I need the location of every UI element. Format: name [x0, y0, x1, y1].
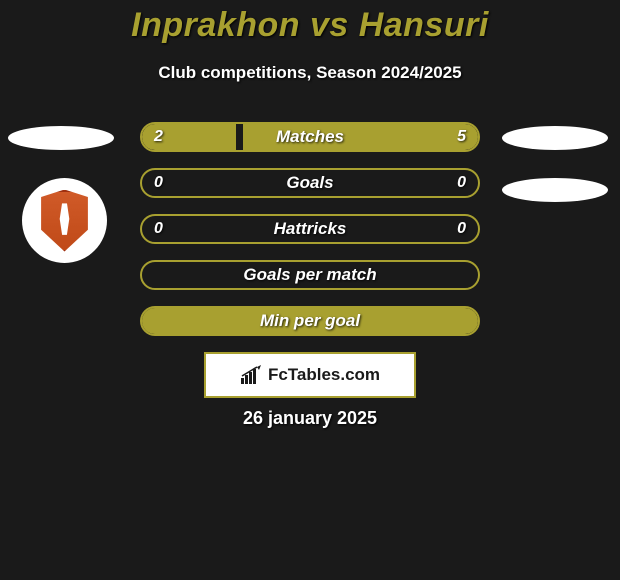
stat-row: Min per goal	[140, 306, 480, 336]
stat-label: Hattricks	[142, 216, 478, 242]
footer-brand-prefix: Fc	[268, 365, 288, 384]
stat-row: 25Matches	[140, 122, 480, 152]
stat-label: Matches	[142, 124, 478, 150]
bar-chart-icon	[240, 365, 264, 385]
stat-row: Goals per match	[140, 260, 480, 290]
shield-icon	[39, 190, 91, 252]
page-title: Inprakhon vs Hansuri	[0, 0, 620, 45]
club-badge-left	[22, 178, 107, 263]
stat-row: 00Hattricks	[140, 214, 480, 244]
footer-brand: FcTables.com	[204, 352, 416, 398]
stats-container: 25Matches 00Goals 00Hattricks Goals per mat…	[140, 122, 480, 352]
stat-label: Goals per match	[142, 262, 478, 288]
date: 26 january 2025	[0, 408, 620, 429]
footer-text: FcTables.com	[268, 365, 380, 385]
footer-brand-suffix: Tables.com	[288, 365, 380, 384]
stat-row: 00Goals	[140, 168, 480, 198]
player-right-placeholder-2	[502, 178, 608, 202]
player-right-placeholder-1	[502, 126, 608, 150]
stat-label: Goals	[142, 170, 478, 196]
subtitle: Club competitions, Season 2024/2025	[0, 63, 620, 83]
stat-label: Min per goal	[142, 308, 478, 334]
player-left-placeholder	[8, 126, 114, 150]
